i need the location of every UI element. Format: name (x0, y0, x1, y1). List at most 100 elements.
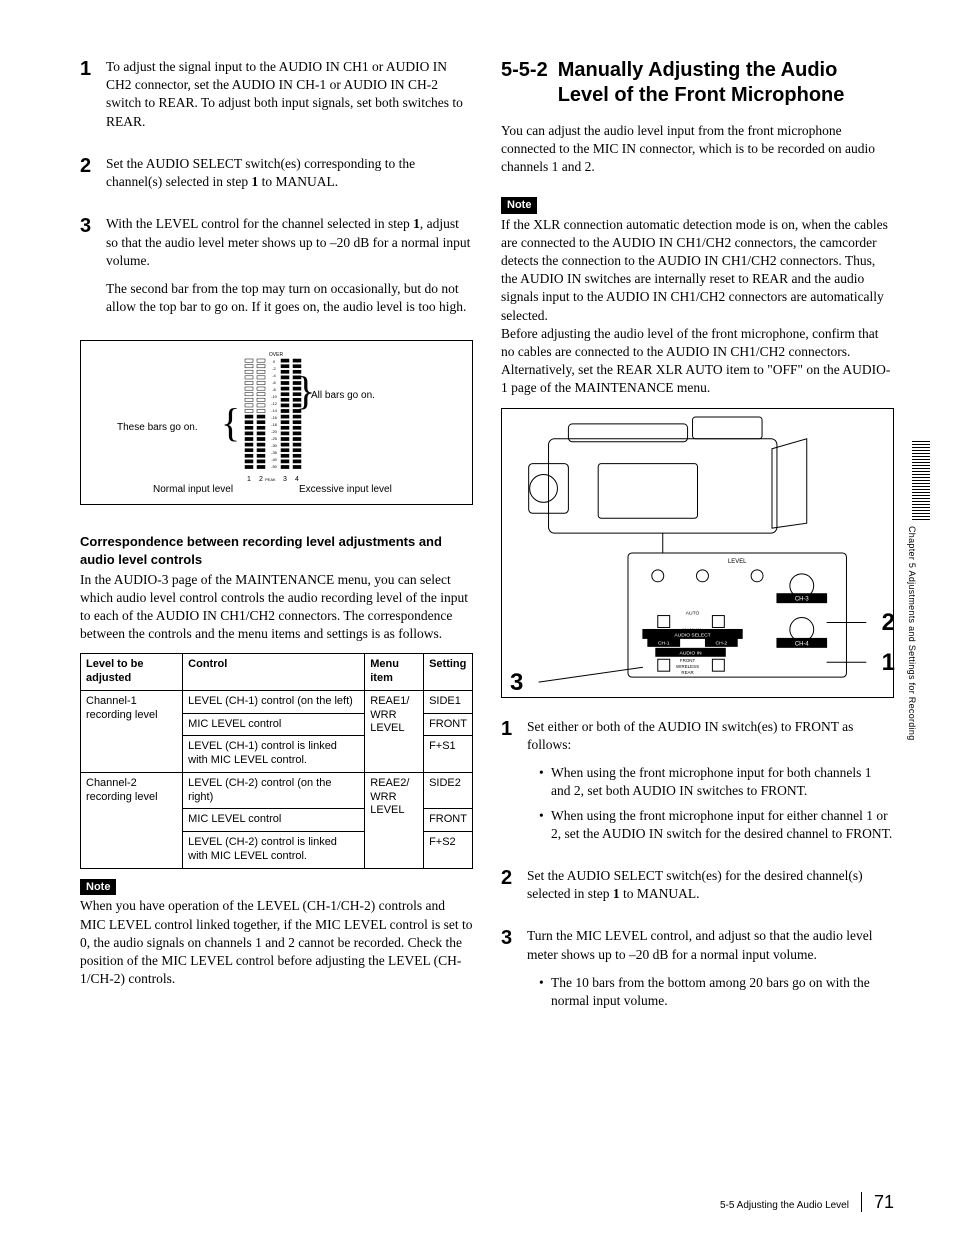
bullet-item: The 10 bars from the bottom among 20 bar… (539, 974, 894, 1010)
step-2: 2 Set the AUDIO SELECT switch(es) corres… (80, 155, 473, 201)
callout-number: 3 (510, 667, 523, 699)
svg-text:-40: -40 (271, 457, 278, 462)
table-header: Control (183, 654, 365, 691)
table-cell: LEVEL (CH-2) control (on the right) (183, 772, 365, 809)
diagram-label: Excessive input level (299, 483, 392, 497)
svg-text:WIRELESS: WIRELESS (676, 664, 699, 669)
svg-text:-16: -16 (271, 415, 278, 420)
svg-text:-2: -2 (272, 366, 276, 371)
intro-text: You can adjust the audio level input fro… (501, 122, 894, 177)
svg-text:PEAK: PEAK (265, 477, 276, 482)
svg-text:4: 4 (295, 476, 299, 483)
heading-text: Manually Adjusting the Audio Level of th… (558, 58, 894, 108)
svg-text:LEVEL: LEVEL (728, 559, 747, 565)
table-cell: REAE2/ WRR LEVEL (365, 772, 424, 868)
svg-text:CH-1: CH-1 (658, 640, 670, 646)
step-text: Set the AUDIO SELECT switch(es) correspo… (106, 155, 473, 191)
svg-text:-4: -4 (272, 373, 276, 378)
note-text: If the XLR connection automatic detectio… (501, 216, 894, 325)
table-header: Setting (424, 654, 473, 691)
bullet-item: When using the front microphone input fo… (539, 764, 894, 800)
step-3: 3 With the LEVEL control for the channel… (80, 215, 473, 326)
svg-text:0: 0 (273, 359, 276, 364)
table-cell: LEVEL (CH-1) control (on the left) (183, 690, 365, 713)
step-number: 1 (501, 718, 527, 853)
svg-text:CH-3: CH-3 (795, 596, 810, 602)
svg-text:AUTO: AUTO (686, 610, 700, 616)
level-meter-svg: OVER 0-2-4-6-8-10-12-14-16-18-20-25-30-3… (241, 349, 311, 484)
note-badge: Note (501, 197, 537, 214)
page-footer: 5-5 Adjusting the Audio Level 71 (720, 1190, 894, 1214)
step-text: With the LEVEL control for the channel s… (106, 215, 473, 270)
svg-text:CH-2: CH-2 (716, 640, 728, 646)
step-2: 2 Set the AUDIO SELECT switch(es) for th… (501, 867, 894, 913)
step-text: Set either or both of the AUDIO IN switc… (527, 718, 894, 754)
table-cell: MIC LEVEL control (183, 809, 365, 832)
svg-text:-10: -10 (271, 394, 278, 399)
right-column: 5-5-2 Manually Adjusting the Audio Level… (501, 58, 894, 1034)
svg-text:FRONT: FRONT (680, 658, 696, 663)
svg-text:1: 1 (247, 476, 251, 483)
table-cell: REAE1/ WRR LEVEL (365, 690, 424, 772)
svg-text:CH-4: CH-4 (795, 641, 810, 647)
diagram-label: All bars go on. (311, 389, 375, 403)
step-number: 3 (501, 927, 527, 1020)
svg-text:3: 3 (283, 476, 287, 483)
step-text: The second bar from the top may turn on … (106, 280, 473, 316)
diagram-label: Normal input level (153, 483, 233, 497)
svg-text:AUDIO IN: AUDIO IN (680, 650, 702, 656)
svg-text:-30: -30 (271, 443, 278, 448)
svg-text:OVER: OVER (269, 352, 284, 358)
subsection-heading: Correspondence between recording level a… (80, 533, 473, 568)
brace-icon: { (221, 403, 240, 443)
hatch-decoration (912, 440, 930, 520)
table-cell: FRONT (424, 809, 473, 832)
step-number: 2 (501, 867, 527, 913)
table-header: Level to be adjusted (81, 654, 183, 691)
table-cell: LEVEL (CH-1) control is linked with MIC … (183, 736, 365, 773)
step-3: 3 Turn the MIC LEVEL control, and adjust… (501, 927, 894, 1020)
table-cell: F+S2 (424, 832, 473, 869)
correspondence-table: Level to be adjusted Control Menu item S… (80, 653, 473, 868)
table-cell: LEVEL (CH-2) control is linked with MIC … (183, 832, 365, 869)
audio-meter-diagram: These bars go on. { All bars go on. { No… (80, 340, 473, 505)
table-header: Menu item (365, 654, 424, 691)
svg-text:-14: -14 (271, 408, 278, 413)
svg-text:-35: -35 (271, 450, 278, 455)
heading-number: 5-5-2 (501, 58, 548, 108)
svg-text:-25: -25 (271, 436, 278, 441)
svg-text:-20: -20 (271, 429, 278, 434)
camcorder-illustration: LEVEL CH-3 AUTO MANUAL AUDIO SELECT CH-1… (501, 408, 894, 698)
svg-text:-50: -50 (271, 464, 278, 469)
section-heading: 5-5-2 Manually Adjusting the Audio Level… (501, 58, 894, 108)
body-text: In the AUDIO-3 page of the MAINTENANCE m… (80, 571, 473, 644)
svg-text:REAR: REAR (681, 670, 694, 675)
callout-number: 2 (882, 607, 895, 639)
note-badge: Note (80, 879, 116, 896)
table-cell: F+S1 (424, 736, 473, 773)
table-cell: MIC LEVEL control (183, 713, 365, 736)
svg-text:-6: -6 (272, 380, 276, 385)
diagram-label: These bars go on. (117, 421, 198, 435)
step-1: 1 Set either or both of the AUDIO IN swi… (501, 718, 894, 853)
camcorder-svg: LEVEL CH-3 AUTO MANUAL AUDIO SELECT CH-1… (502, 409, 893, 697)
table-cell: SIDE1 (424, 690, 473, 713)
note-text: When you have operation of the LEVEL (CH… (80, 897, 473, 988)
step-number: 3 (80, 215, 106, 326)
bullet-item: When using the front microphone input fo… (539, 807, 894, 843)
table-cell: SIDE2 (424, 772, 473, 809)
left-column: 1 To adjust the signal input to the AUDI… (80, 58, 473, 1034)
callout-number: 1 (882, 647, 895, 679)
footer-divider (861, 1192, 862, 1212)
page-number: 71 (874, 1190, 894, 1214)
table-cell: FRONT (424, 713, 473, 736)
svg-text:AUDIO SELECT: AUDIO SELECT (674, 632, 710, 638)
step-number: 2 (80, 155, 106, 201)
step-text: Set the AUDIO SELECT switch(es) for the … (527, 867, 894, 903)
step-number: 1 (80, 58, 106, 141)
step-text: Turn the MIC LEVEL control, and adjust s… (527, 927, 894, 963)
step-1: 1 To adjust the signal input to the AUDI… (80, 58, 473, 141)
table-cell: Channel-1 recording level (81, 690, 183, 772)
chapter-side-tab: Chapter 5 Adjustments and Settings for R… (906, 440, 936, 740)
note-text: Before adjusting the audio level of the … (501, 325, 894, 398)
